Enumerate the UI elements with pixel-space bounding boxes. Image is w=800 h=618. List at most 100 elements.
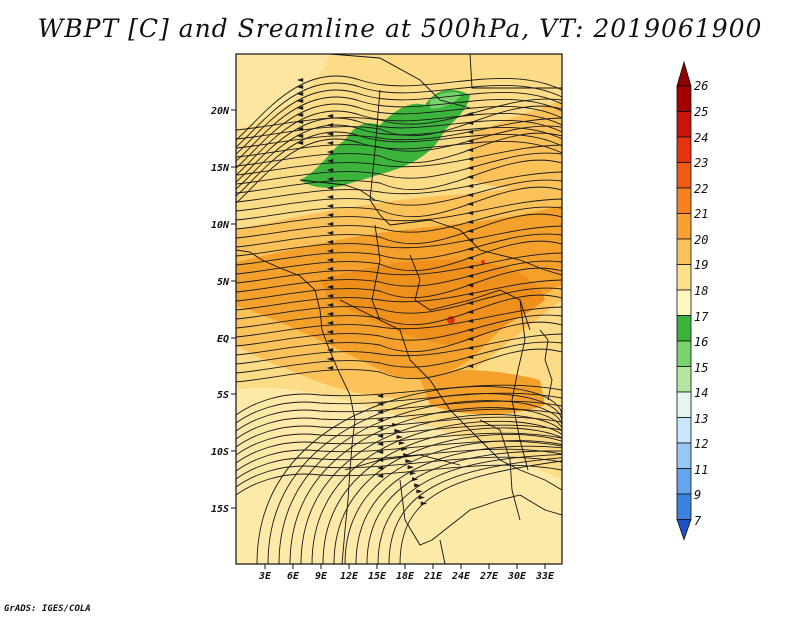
streamline	[377, 453, 562, 564]
lat-label: 5S	[217, 390, 229, 401]
lon-label: 24E	[451, 571, 471, 582]
colorbar-segment	[676, 264, 692, 291]
streamline	[236, 348, 562, 383]
streamline-arrow	[466, 175, 474, 179]
streamline	[278, 400, 562, 564]
colorbar-segment	[676, 136, 692, 163]
streamline-arrow	[326, 366, 334, 370]
streamline	[236, 171, 562, 203]
streamline-arrow	[409, 471, 417, 476]
streamline-arrow	[466, 220, 474, 224]
streamline	[236, 440, 562, 472]
colorbar-label: 19	[694, 258, 709, 272]
streamline-arrow	[466, 346, 474, 350]
lat-label: 5N	[217, 277, 230, 288]
streamline-arrow	[376, 402, 384, 406]
streamline-arrow	[466, 310, 474, 314]
streamline	[236, 98, 562, 131]
streamline-arrow	[326, 258, 334, 262]
streamline	[236, 294, 562, 329]
wbpt-shading	[236, 54, 562, 564]
streamline	[236, 267, 562, 302]
streamline-arrow	[296, 120, 304, 124]
streamline-arrow	[296, 78, 304, 82]
streamline-arrow	[466, 157, 474, 161]
colorbar-label: 11	[694, 463, 709, 477]
streamline-arrow	[296, 99, 304, 103]
streamline-arrow	[466, 247, 474, 251]
streamline	[399, 460, 562, 564]
colorbar-label: 7	[694, 514, 702, 528]
streamline-arrow	[326, 204, 334, 208]
streamline	[236, 124, 562, 190]
streamline	[236, 144, 562, 176]
streamline-arrow	[376, 442, 384, 446]
streamline	[236, 260, 562, 293]
lon-label: 3E	[258, 571, 272, 582]
streamline-arrow	[414, 483, 421, 488]
streamline-arrow	[466, 229, 474, 233]
colorbar-label: 22	[694, 182, 709, 196]
streamline	[236, 179, 562, 212]
colorbar-label: 23	[694, 156, 709, 170]
streamline-arrow	[396, 434, 403, 439]
streamline	[236, 82, 562, 148]
colorbar-segment	[676, 442, 692, 469]
streamline	[236, 240, 562, 275]
streamline-arrow	[326, 168, 334, 172]
colorbar-label: 16	[694, 335, 709, 349]
streamline-arrow	[407, 465, 414, 470]
streamline-arrow	[326, 357, 334, 361]
streamline-arrow	[296, 127, 304, 131]
streamline	[236, 138, 562, 204]
streamline-arrow	[376, 474, 384, 478]
streamline-arrow	[326, 222, 334, 226]
streamline	[236, 314, 562, 347]
streamline-arrow	[466, 211, 474, 215]
streamline-arrow	[466, 121, 474, 125]
streamline	[236, 152, 562, 185]
streamline-arrow	[418, 495, 425, 500]
streamline-arrow	[394, 428, 401, 433]
streamline-arrow	[466, 130, 474, 134]
longitude-labels: 3E 6E 9E 12E 15E 18E 21E 24E 27E 30E 33E	[258, 571, 555, 582]
map-title: WBPT [C] and Sreamline at 500hPa, VT: 20…	[37, 14, 763, 43]
lon-label: 30E	[507, 571, 527, 582]
streamline	[236, 225, 562, 257]
streamline-arrow	[376, 434, 384, 438]
colorbar-segment	[676, 468, 692, 495]
colorbar-label: 25	[694, 105, 709, 119]
lat-label: 20N	[210, 106, 230, 117]
colorbar-segment	[676, 162, 692, 189]
streamline-arrow	[296, 141, 304, 145]
colorbar	[676, 60, 692, 541]
streamline	[322, 427, 562, 564]
streamline-arrow	[326, 303, 334, 307]
colorbar-segment	[676, 315, 692, 342]
lon-label: 18E	[396, 571, 415, 582]
streamline-arrow	[376, 410, 384, 414]
streamline	[236, 117, 562, 149]
streamline	[311, 420, 562, 564]
streamline-arrow	[326, 276, 334, 280]
colorbar-bottom-arrow	[676, 519, 692, 541]
colorbar-segment	[676, 111, 692, 138]
streamline	[236, 96, 562, 162]
lon-label: 9E	[315, 571, 328, 582]
streamline-arrow	[326, 267, 334, 271]
lon-label: 33E	[535, 571, 555, 582]
colorbar-label: 15	[694, 361, 709, 375]
lon-label: 27E	[479, 571, 499, 582]
lon-label: 21E	[423, 571, 443, 582]
streamline-arrow	[466, 301, 474, 305]
streamline	[236, 213, 562, 248]
streamline-arrow	[466, 202, 474, 206]
streamline	[236, 103, 562, 169]
lat-label: EQ	[217, 334, 229, 345]
colorbar-segment	[676, 85, 692, 112]
streamline	[236, 341, 562, 374]
streamline-arrow	[326, 339, 334, 343]
colorbar-segment	[676, 289, 692, 316]
streamline-arrow	[296, 85, 304, 89]
